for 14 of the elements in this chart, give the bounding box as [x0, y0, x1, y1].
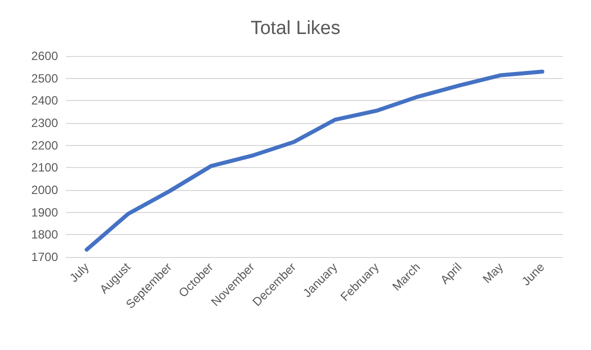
line-series — [84, 70, 544, 252]
y-tick-label: 1700 — [31, 250, 58, 264]
x-tick-label: May — [480, 260, 506, 286]
y-tick-label: 1800 — [31, 228, 58, 242]
y-tick-label: 2200 — [31, 138, 58, 152]
y-tick-label: 2600 — [31, 49, 58, 63]
chart-title: Total Likes — [250, 18, 340, 39]
y-tick-label: 2100 — [31, 160, 58, 175]
y-tick-label: 2500 — [31, 71, 58, 86]
y-tick-label: 2400 — [31, 94, 58, 108]
y-tick-label: 1900 — [31, 205, 58, 220]
y-tick-label: 2300 — [31, 116, 58, 130]
y-tick-label: 2000 — [31, 183, 58, 197]
x-tick-label: July — [66, 260, 92, 286]
